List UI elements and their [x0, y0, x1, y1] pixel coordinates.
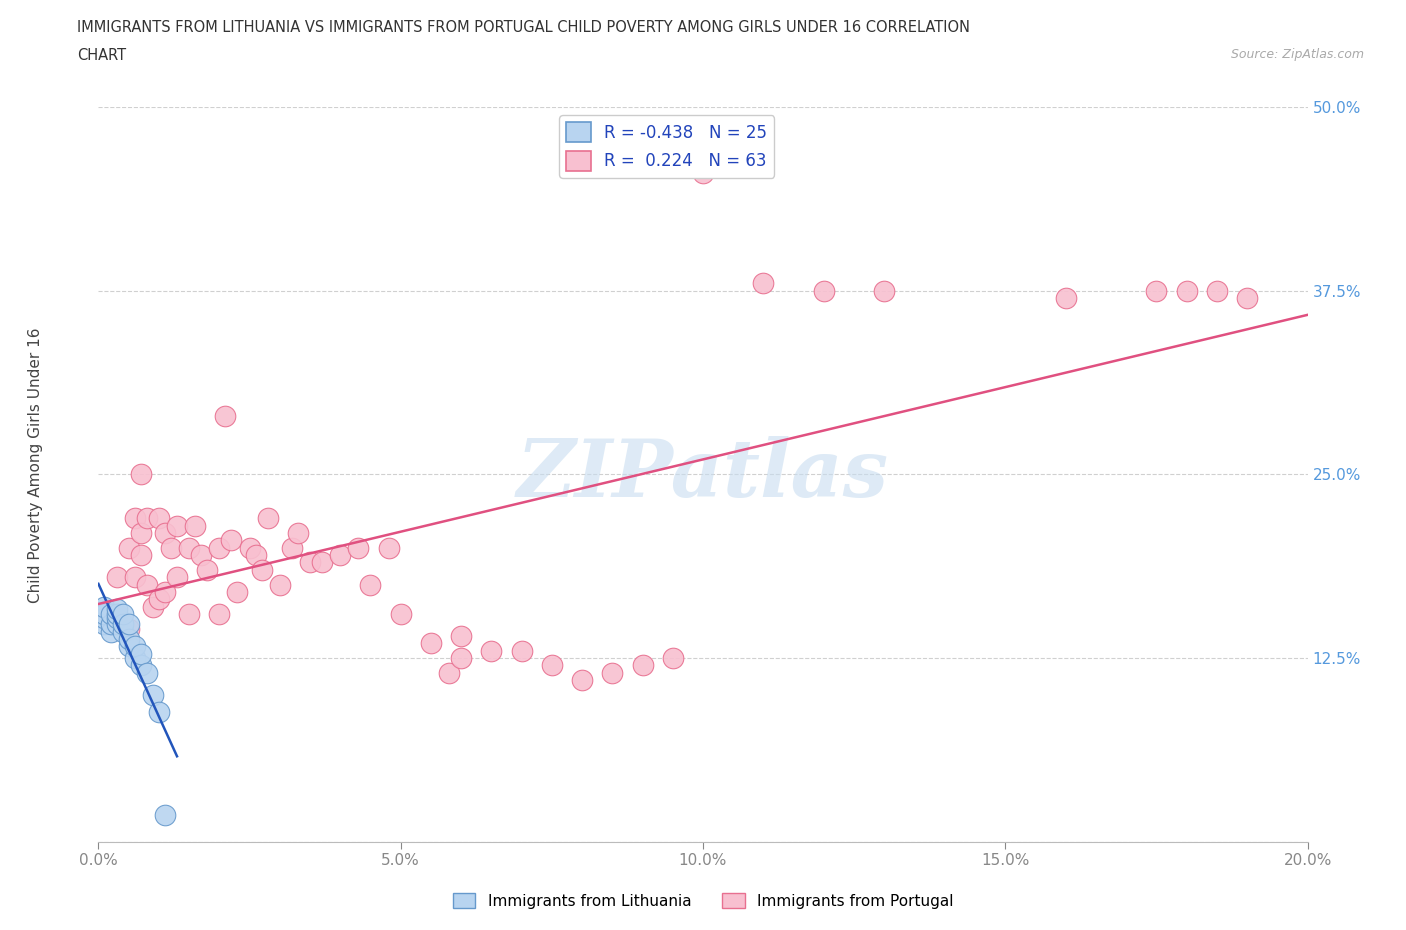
Point	[184, 518, 207, 533]
Point	[221, 533, 243, 548]
Point	[105, 617, 128, 631]
Point	[105, 602, 128, 617]
Text: Source: ZipAtlas.com: Source: ZipAtlas.com	[1230, 48, 1364, 61]
Point	[360, 577, 382, 592]
Point	[93, 617, 115, 631]
Point	[481, 644, 503, 658]
Point	[124, 570, 146, 585]
Point	[214, 408, 236, 423]
Point	[142, 599, 165, 614]
Point	[93, 606, 115, 621]
Point	[208, 540, 231, 555]
Point	[153, 525, 176, 540]
Point	[1236, 290, 1258, 305]
Point	[153, 808, 176, 823]
Point	[153, 584, 176, 599]
Point	[1206, 283, 1229, 298]
Point	[347, 540, 370, 555]
Point	[142, 687, 165, 702]
Point	[118, 621, 141, 636]
Point	[129, 646, 152, 661]
Point	[661, 651, 683, 666]
Point	[118, 631, 141, 646]
Legend: R = -0.438   N = 25, R =  0.224   N = 63: R = -0.438 N = 25, R = 0.224 N = 63	[560, 115, 775, 178]
Point	[118, 617, 141, 631]
Point	[269, 577, 291, 592]
Text: Child Poverty Among Girls Under 16: Child Poverty Among Girls Under 16	[28, 327, 42, 603]
Point	[873, 283, 896, 298]
Point	[510, 644, 533, 658]
Point	[166, 518, 188, 533]
Point	[389, 606, 412, 621]
Legend: Immigrants from Lithuania, Immigrants from Portugal: Immigrants from Lithuania, Immigrants fr…	[447, 886, 959, 915]
Point	[1054, 290, 1077, 305]
Point	[752, 276, 775, 291]
Point	[692, 166, 714, 180]
Point	[93, 611, 115, 626]
Point	[813, 283, 835, 298]
Point	[93, 599, 115, 614]
Point	[160, 540, 183, 555]
Point	[135, 577, 157, 592]
Point	[135, 511, 157, 525]
Point	[602, 665, 624, 680]
Point	[1175, 283, 1198, 298]
Point	[571, 672, 593, 687]
Point	[377, 540, 399, 555]
Point	[129, 658, 152, 672]
Point	[311, 555, 333, 570]
Text: CHART: CHART	[77, 48, 127, 63]
Point	[239, 540, 262, 555]
Text: IMMIGRANTS FROM LITHUANIA VS IMMIGRANTS FROM PORTUGAL CHILD POVERTY AMONG GIRLS : IMMIGRANTS FROM LITHUANIA VS IMMIGRANTS …	[77, 20, 970, 35]
Point	[135, 665, 157, 680]
Point	[124, 639, 146, 654]
Point	[148, 591, 170, 606]
Point	[256, 511, 278, 525]
Point	[299, 555, 322, 570]
Point	[540, 658, 562, 672]
Point	[100, 606, 122, 621]
Point	[100, 624, 122, 639]
Point	[129, 548, 152, 563]
Point	[124, 511, 146, 525]
Point	[420, 636, 443, 651]
Point	[118, 540, 141, 555]
Point	[111, 617, 134, 631]
Point	[100, 617, 122, 631]
Point	[287, 525, 309, 540]
Point	[105, 606, 128, 621]
Point	[118, 639, 141, 654]
Point	[208, 606, 231, 621]
Point	[148, 511, 170, 525]
Point	[129, 467, 152, 482]
Point	[245, 548, 267, 563]
Point	[631, 658, 654, 672]
Point	[226, 584, 249, 599]
Point	[179, 606, 201, 621]
Point	[281, 540, 304, 555]
Point	[1144, 283, 1167, 298]
Point	[105, 611, 128, 626]
Point	[190, 548, 212, 563]
Point	[179, 540, 201, 555]
Point	[195, 563, 218, 578]
Point	[250, 563, 273, 578]
Point	[437, 665, 460, 680]
Point	[111, 606, 134, 621]
Point	[105, 606, 128, 621]
Point	[105, 570, 128, 585]
Point	[124, 651, 146, 666]
Point	[450, 651, 472, 666]
Point	[166, 570, 188, 585]
Text: ZIPatlas: ZIPatlas	[517, 435, 889, 513]
Point	[329, 548, 352, 563]
Point	[111, 624, 134, 639]
Point	[129, 525, 152, 540]
Point	[148, 705, 170, 720]
Point	[450, 629, 472, 644]
